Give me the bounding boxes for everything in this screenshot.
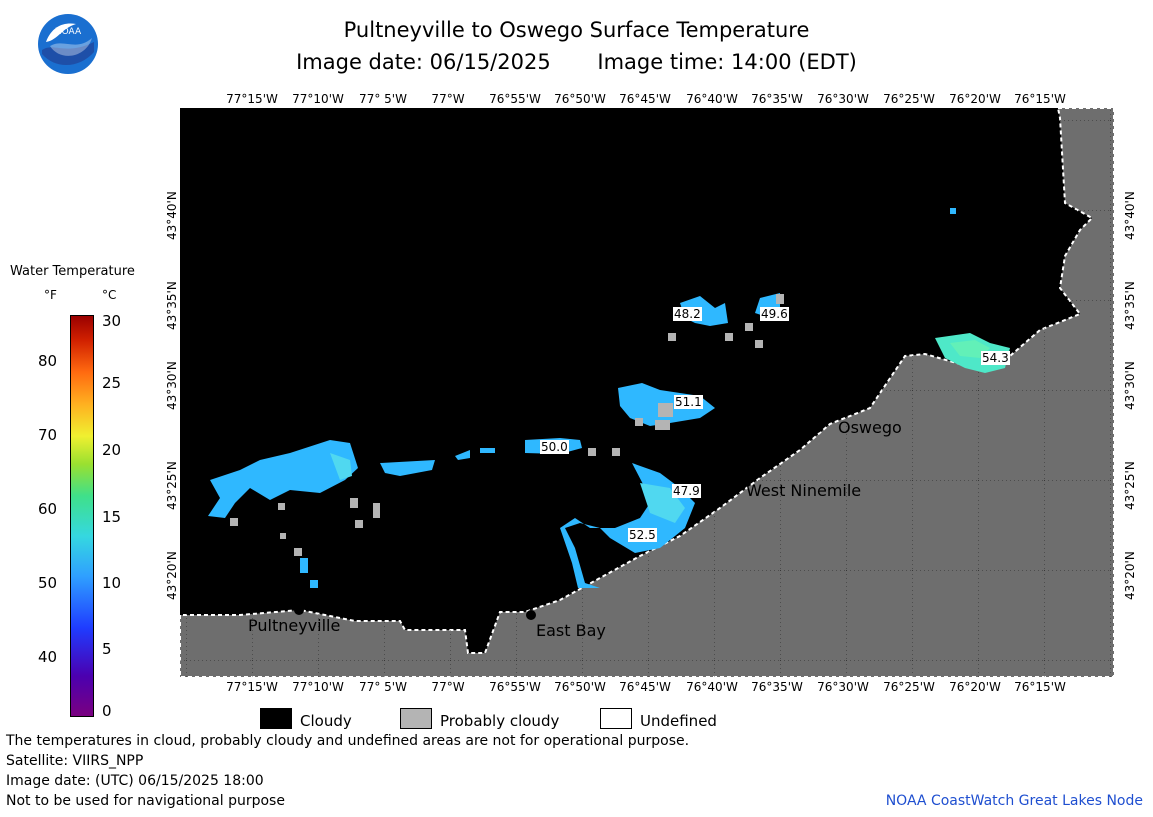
c-label: 20 bbox=[102, 441, 122, 459]
logo-text: NOAA bbox=[55, 27, 82, 37]
lat-tick: 43°20'N bbox=[165, 551, 179, 600]
key-cloudy-label: Cloudy bbox=[300, 712, 352, 730]
key-cloudy-swatch bbox=[260, 708, 292, 729]
c-label: 30 bbox=[102, 312, 122, 330]
key-undefined-label: Undefined bbox=[640, 712, 717, 730]
lon-tick: 77°W bbox=[431, 680, 465, 694]
lon-tick: 76°40'W bbox=[686, 92, 738, 106]
temperature-map bbox=[180, 108, 1114, 677]
key-probably-cloudy-swatch bbox=[400, 708, 432, 729]
f-label: 80 bbox=[38, 352, 58, 370]
lon-tick: 76°55'W bbox=[489, 680, 541, 694]
lon-tick: 76°30'W bbox=[817, 92, 869, 106]
lon-tick: 76°35'W bbox=[751, 680, 803, 694]
temp-label: 54.3 bbox=[981, 351, 1010, 365]
temp-label: 49.6 bbox=[760, 307, 789, 321]
legend-title: Water Temperature bbox=[10, 264, 135, 279]
utc-image-date: Image date: (UTC) 06/15/2025 18:00 bbox=[6, 773, 264, 789]
f-label: 70 bbox=[38, 426, 58, 444]
lat-tick: 43°40'N bbox=[165, 191, 179, 240]
temp-label: 48.2 bbox=[673, 307, 702, 321]
probably-cloudy-patches bbox=[230, 294, 784, 556]
lon-tick: 76°25'W bbox=[883, 92, 935, 106]
temp-label: 51.1 bbox=[674, 395, 703, 409]
unit-fahrenheit: °F bbox=[44, 288, 57, 302]
lon-tick: 76°55'W bbox=[489, 92, 541, 106]
key-undefined-swatch bbox=[600, 708, 632, 729]
place-west-ninemile: West Ninemile bbox=[746, 481, 862, 500]
lat-tick: 43°25'N bbox=[1123, 461, 1137, 510]
temp-label: 52.5 bbox=[628, 528, 657, 542]
lon-tick: 77°10'W bbox=[292, 680, 344, 694]
lon-tick: 77°W bbox=[431, 92, 465, 106]
lon-tick: 76°45'W bbox=[619, 680, 671, 694]
lat-tick: 43°20'N bbox=[1123, 551, 1137, 600]
lon-tick: 76°15'W bbox=[1014, 680, 1066, 694]
lon-tick: 77°15'W bbox=[226, 92, 278, 106]
temperature-colorbar bbox=[70, 315, 94, 717]
place-oswego: Oswego bbox=[838, 418, 902, 437]
lon-tick: 76°20'W bbox=[949, 680, 1001, 694]
f-label: 50 bbox=[38, 574, 58, 592]
lon-tick: 76°45'W bbox=[619, 92, 671, 106]
c-label: 25 bbox=[102, 374, 122, 392]
place-markers bbox=[294, 423, 822, 620]
noaa-logo-icon: NOAA bbox=[38, 14, 98, 74]
c-label: 0 bbox=[102, 702, 112, 720]
lon-tick: 76°35'W bbox=[751, 92, 803, 106]
lat-tick: 43°40'N bbox=[1123, 191, 1137, 240]
image-datetime: Image date: 06/15/2025 Image time: 14:00… bbox=[0, 50, 1153, 74]
image-date: Image date: 06/15/2025 bbox=[296, 50, 551, 74]
map-title: Pultneyville to Oswego Surface Temperatu… bbox=[343, 18, 810, 42]
place-pultneyville: Pultneyville bbox=[248, 616, 341, 635]
lon-tick: 76°40'W bbox=[686, 680, 738, 694]
temp-label: 50.0 bbox=[540, 440, 569, 454]
key-probably-cloudy-label: Probably cloudy bbox=[440, 712, 560, 730]
unit-celsius: °C bbox=[102, 288, 117, 302]
lat-tick: 43°35'N bbox=[1123, 281, 1137, 330]
c-label: 5 bbox=[102, 640, 112, 658]
lon-tick: 76°15'W bbox=[1014, 92, 1066, 106]
lat-tick: 43°30'N bbox=[1123, 361, 1137, 410]
coastwatch-node-link[interactable]: NOAA CoastWatch Great Lakes Node bbox=[885, 793, 1143, 809]
lat-tick: 43°25'N bbox=[165, 461, 179, 510]
place-east-bay: East Bay bbox=[536, 621, 606, 640]
f-label: 40 bbox=[38, 648, 58, 666]
c-label: 10 bbox=[102, 574, 122, 592]
lon-tick: 77°15'W bbox=[226, 680, 278, 694]
lon-tick: 77° 5'W bbox=[359, 92, 407, 106]
f-label: 60 bbox=[38, 500, 58, 518]
lon-tick: 76°50'W bbox=[554, 92, 606, 106]
lon-tick: 77° 5'W bbox=[359, 680, 407, 694]
image-time: Image time: 14:00 (EDT) bbox=[597, 50, 857, 74]
lon-tick: 76°30'W bbox=[817, 680, 869, 694]
lon-tick: 76°25'W bbox=[883, 680, 935, 694]
lon-tick: 77°10'W bbox=[292, 92, 344, 106]
navigation-warning: Not to be used for navigational purpose bbox=[6, 793, 285, 809]
satellite: Satellite: VIIRS_NPP bbox=[6, 753, 144, 769]
lon-tick: 76°20'W bbox=[949, 92, 1001, 106]
lat-tick: 43°35'N bbox=[165, 281, 179, 330]
disclaimer: The temperatures in cloud, probably clou… bbox=[6, 733, 690, 749]
temp-label: 47.9 bbox=[672, 484, 701, 498]
lat-tick: 43°30'N bbox=[165, 361, 179, 410]
lon-tick: 76°50'W bbox=[554, 680, 606, 694]
c-label: 15 bbox=[102, 508, 122, 526]
